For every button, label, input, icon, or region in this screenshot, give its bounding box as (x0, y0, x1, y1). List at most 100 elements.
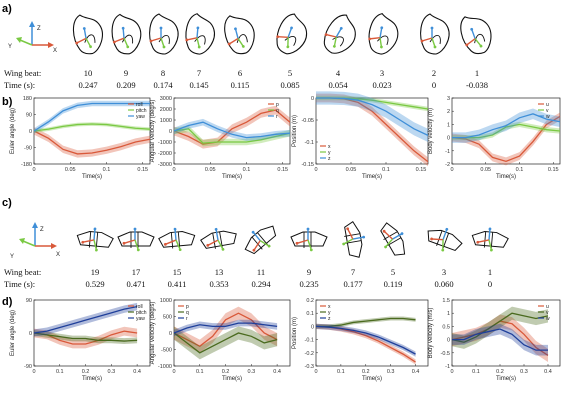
body-axis-arrow (122, 28, 125, 39)
wing-silhouette (342, 221, 366, 258)
body-line (88, 231, 92, 248)
x-tick-label: 0.15 (548, 167, 559, 173)
legend-label: q (186, 310, 189, 316)
legend-label: r (186, 316, 188, 322)
series-line-q (173, 128, 291, 144)
wing-outline (420, 13, 450, 55)
wing-silhouette (158, 227, 196, 252)
x-tick-label: 0 (314, 369, 317, 375)
x-tick-label: 0.4 (544, 369, 552, 375)
body-axis-arrow (82, 239, 95, 243)
y-tick-label: -0.15 (301, 162, 314, 168)
series-line-w (452, 113, 561, 139)
body-axis-arrowhead (95, 248, 98, 252)
legend-label: r (276, 114, 278, 120)
body-line (344, 233, 361, 237)
series-line-p (173, 312, 278, 347)
time-label-a: Time (s): (4, 80, 35, 90)
y-tick-label: 0 (311, 96, 314, 102)
x-axis-label: Time(s) (82, 376, 102, 382)
x-tick-label: 0 (32, 167, 35, 173)
body-axis-arrow (379, 37, 383, 48)
x-tick-label: 0.15 (416, 167, 427, 173)
x-tick-label: 0.1 (243, 167, 251, 173)
series-band-w (452, 323, 548, 356)
x-tick-label: 0.1 (56, 369, 64, 375)
wing-outline-inner (377, 35, 389, 46)
y-tick-label: -1000 (158, 364, 172, 370)
time-value: 0.023 (372, 80, 391, 90)
body-axis-arrow (93, 239, 98, 251)
x-tick-label: 0.15 (137, 167, 148, 173)
series-line-z (315, 325, 416, 355)
x-tick-label: 0.3 (387, 369, 395, 375)
series-line-p (173, 109, 291, 145)
body-axis-arrow (259, 240, 270, 247)
body-line (490, 232, 494, 249)
wing-outline (224, 15, 255, 55)
wing-silhouette (460, 16, 492, 55)
body-axis-arrowhead (196, 26, 200, 30)
legend-label: p (186, 304, 189, 310)
legend-label: w (546, 114, 550, 120)
body-axis-arrowhead (470, 27, 474, 31)
y-axis-label: Angular velocity (deg/s) (150, 100, 156, 163)
body-axis-arrow (431, 37, 436, 48)
wing-outline (471, 231, 509, 248)
body-axis-arrow (488, 239, 493, 251)
x-tick-label: 0 (314, 167, 317, 173)
body-axis-arrow (85, 38, 92, 48)
wing-outline-inner (194, 35, 206, 45)
legend-label: pitch (136, 108, 147, 114)
series-line-pitch (33, 332, 138, 342)
time-value: -0.038 (466, 80, 488, 90)
body-axis-arrow (335, 27, 342, 38)
body-axis-arrowhead (276, 35, 280, 39)
series-line-y (316, 317, 416, 328)
series-line-roll (33, 130, 151, 155)
body-axis-arrow (165, 239, 177, 245)
axes-glyph-c: Y Z X (10, 222, 60, 260)
body-axis-arrow (150, 37, 162, 42)
time-value: 0.247 (78, 80, 97, 90)
x-tick-label: 0.1 (472, 369, 480, 375)
body-axis-arrowhead (133, 227, 137, 231)
panel-label-a: a) (2, 3, 12, 15)
y-axis-label: Body velocity (m/s) (428, 308, 434, 359)
body-axis-arrowhead (81, 240, 85, 244)
series-line-v (452, 123, 561, 139)
wingbeat-value: 13 (215, 267, 224, 277)
legend-label: pitch (136, 310, 147, 316)
legend-label: u (546, 304, 549, 310)
x-axis-label: Time(s) (362, 174, 382, 180)
y-tick-label: 1 (447, 311, 450, 317)
body-axis-arrowhead (159, 26, 163, 30)
x-axis-label: Time(s) (222, 376, 242, 382)
body-axis-arrow (76, 37, 87, 44)
body-axis-arrow (385, 238, 394, 248)
legend-label: x (328, 144, 331, 150)
y-tick-label: -0.1 (305, 140, 314, 146)
body-axis-arrowhead (136, 248, 140, 252)
axis-x-label-a: X (53, 48, 57, 54)
wing-outline (200, 230, 237, 249)
time-value: 0.115 (231, 80, 250, 90)
legend-label: u (546, 102, 549, 108)
chart-d4: -1 -0.5 0 0.5 1 1.5 0 0.1 0.2 0.3 0.4 Time(s) Body v… (428, 298, 561, 382)
y-tick-label: 0 (29, 129, 32, 135)
body-axis-arrowhead (162, 45, 166, 49)
series-band-y (316, 95, 428, 112)
body-axis-arrow (471, 29, 476, 39)
series-band-roll (34, 326, 138, 349)
body-axis-arrow (207, 239, 219, 246)
body-axis-arrowhead (490, 248, 493, 252)
body-axis-arrowhead (465, 43, 469, 47)
body-axis-arrowhead (149, 39, 153, 43)
body-line (345, 240, 362, 244)
body-axis-arrow (287, 27, 293, 38)
x-tick-label: 0.2 (82, 369, 90, 375)
wingbeat-values-row-c: 19 17 15 13 11 9 7 5 3 1 0.529 0.471 0.411 0.353 0.294… (85, 267, 492, 289)
time-value: 0.529 (85, 279, 104, 289)
wing-outline (72, 14, 103, 55)
body-axis-arrow (237, 38, 244, 47)
